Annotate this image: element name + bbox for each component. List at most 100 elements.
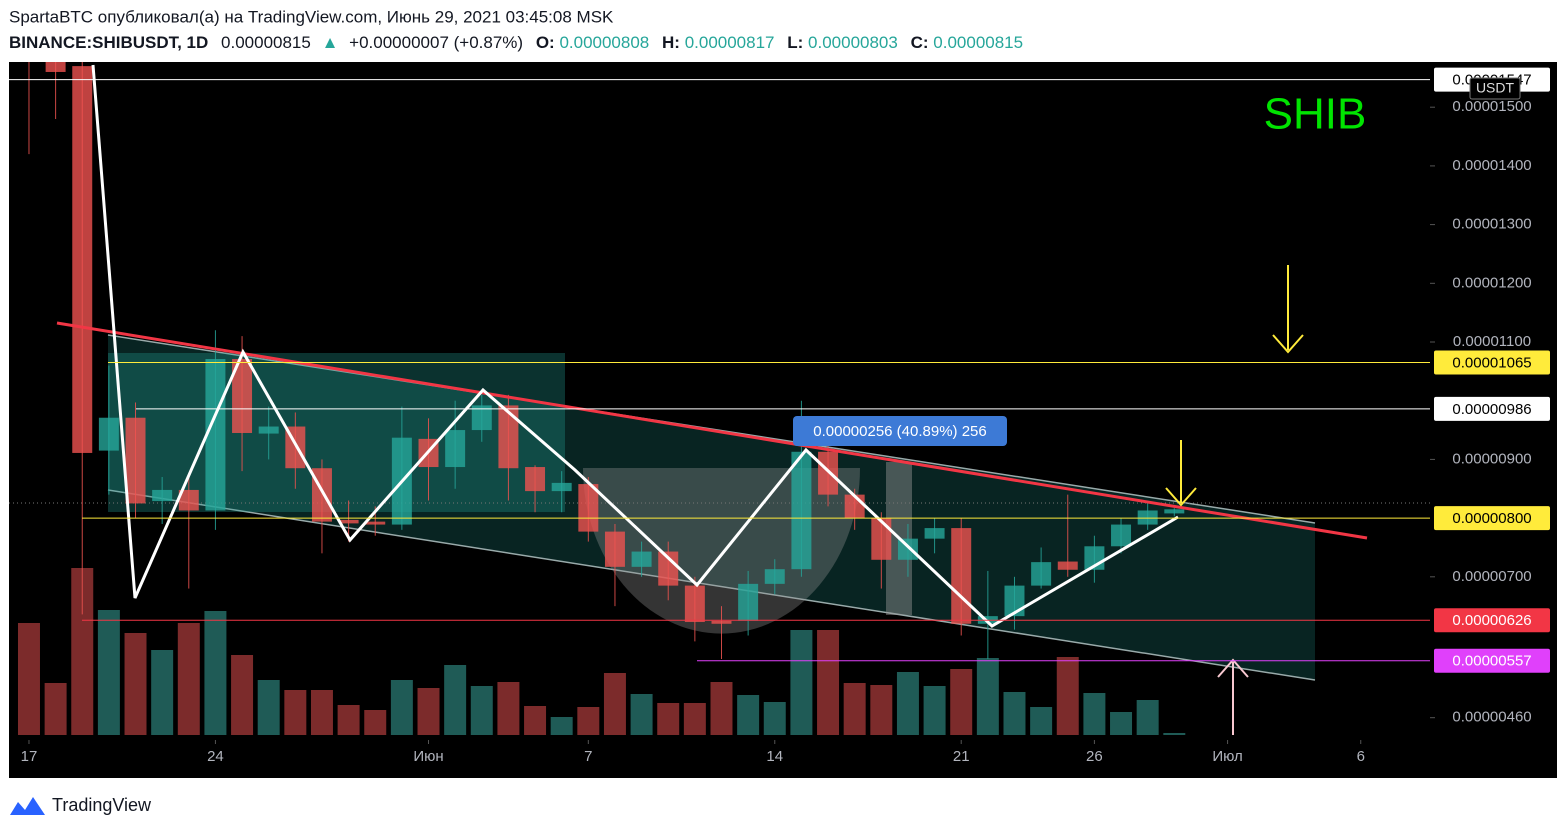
- arrow: ▲: [322, 33, 339, 52]
- volume-bar: [1003, 692, 1026, 735]
- candle-body: [152, 489, 173, 502]
- volume-bar: [151, 650, 174, 735]
- volume-bar: [524, 706, 547, 735]
- price-label: 0.00001065: [1452, 355, 1531, 372]
- x-tick-label: 26: [1086, 748, 1103, 765]
- volume-bar: [577, 707, 600, 735]
- candle-body: [1164, 509, 1185, 514]
- brand: TradingView: [52, 795, 152, 815]
- volume-bar: [843, 683, 866, 735]
- drawings-over: 0.00000256 (40.89%) 256 SHIB: [56, 64, 1368, 735]
- candle-body: [578, 484, 599, 532]
- candle-body: [125, 417, 146, 504]
- candle-body: [764, 569, 785, 584]
- open: 0.00000808: [559, 33, 649, 52]
- arrow: [1165, 487, 1197, 507]
- last-price: 0.00000815: [221, 33, 311, 52]
- zigzag: [91, 64, 1179, 628]
- volume-bar: [310, 690, 333, 735]
- x-tick-label: 21: [953, 748, 970, 765]
- price-label-box: [1434, 608, 1550, 633]
- volume-bar: [337, 705, 360, 735]
- publisher: SpartaBTC опубликовал(а) на TradingView.…: [9, 7, 614, 26]
- low: 0.00000803: [808, 33, 898, 52]
- volume-bar: [1083, 693, 1106, 735]
- volume-bar: [817, 630, 840, 735]
- logo-mark: [10, 797, 45, 815]
- candle-body: [684, 585, 705, 623]
- volume-bar: [470, 686, 493, 735]
- candle-body: [604, 531, 625, 567]
- price-label: 0.00000626: [1452, 612, 1531, 629]
- y-tick-label: 0.00001300: [1452, 216, 1531, 233]
- channel-edge: [107, 489, 1316, 681]
- price-label: 0.00000986: [1452, 401, 1531, 418]
- header-text: BINANCE:SHIBUSDT, 1D 0.00000815 ▲ +0.000…: [9, 33, 1023, 52]
- currency-badge: [1469, 77, 1521, 100]
- x-tick-label: 24: [207, 748, 224, 765]
- y-tick-label: 0.00000460: [1452, 709, 1531, 726]
- volume-bar: [763, 702, 786, 735]
- y-tick-label: 0.00001100: [1453, 333, 1531, 350]
- close: 0.00000815: [933, 33, 1023, 52]
- candle-body: [232, 359, 253, 433]
- candle-body: [471, 405, 492, 431]
- candle-body: [45, 62, 66, 72]
- candle-body: [205, 359, 226, 511]
- logo: TradingView: [10, 795, 152, 815]
- volume-bar: [444, 665, 467, 735]
- y-tick-label: 0.00000900: [1452, 450, 1531, 467]
- volume-bar: [923, 686, 946, 735]
- candle-body: [98, 417, 119, 451]
- symbol-label: SHIB: [1264, 90, 1367, 139]
- candle-body: [1111, 524, 1132, 547]
- volume-bar: [204, 611, 227, 735]
- volume-bar: [177, 623, 200, 735]
- plot-background: [9, 62, 1557, 778]
- candle-body: [178, 489, 199, 511]
- cup: [583, 468, 860, 634]
- candle-body: [365, 521, 386, 525]
- volume-bar: [870, 685, 893, 735]
- volume-bar: [364, 710, 387, 735]
- series: [17, 62, 1186, 735]
- y-tick-label: 0.00001500: [1452, 98, 1531, 115]
- symbol: BINANCE:SHIBUSDT, 1D: [9, 33, 208, 52]
- volume-bar: [1056, 657, 1079, 735]
- candle-body: [525, 467, 546, 492]
- volume-bar: [44, 683, 67, 735]
- x-tick-label: Июн: [413, 748, 443, 765]
- candle-body: [897, 538, 918, 560]
- price-label-box: [1434, 396, 1550, 421]
- volume-bar: [657, 703, 680, 735]
- arrow: [1217, 658, 1249, 678]
- price-label: 0.00000800: [1452, 510, 1531, 527]
- change: +0.00000007 (+0.87%): [349, 33, 523, 52]
- volume-bar: [896, 672, 919, 735]
- x-tick-label: 14: [766, 748, 783, 765]
- candle-body: [1137, 510, 1158, 525]
- price-label-box: [1434, 506, 1550, 531]
- price-label-box: [1434, 648, 1550, 673]
- volume-bar: [231, 655, 254, 735]
- candle-body: [1057, 561, 1078, 570]
- volume-bar: [71, 568, 94, 735]
- trend-line: [56, 321, 1368, 540]
- volume-bar: [950, 669, 973, 735]
- volume-bar: [1110, 712, 1133, 735]
- currency: USDT: [1476, 80, 1515, 96]
- price-label: 0.00000557: [1452, 653, 1531, 670]
- candle-body: [791, 451, 812, 570]
- candle-body: [951, 528, 972, 624]
- measure-box: [793, 416, 1007, 446]
- volume-bar: [97, 610, 120, 735]
- high: 0.00000817: [685, 33, 775, 52]
- volume-bar: [257, 680, 280, 735]
- open-label: O:: [536, 33, 555, 52]
- candle-body: [818, 451, 839, 495]
- candle-body: [844, 494, 865, 519]
- volume-bar: [1030, 707, 1053, 735]
- x-tick-label: 17: [21, 748, 38, 765]
- candle-body: [924, 528, 945, 539]
